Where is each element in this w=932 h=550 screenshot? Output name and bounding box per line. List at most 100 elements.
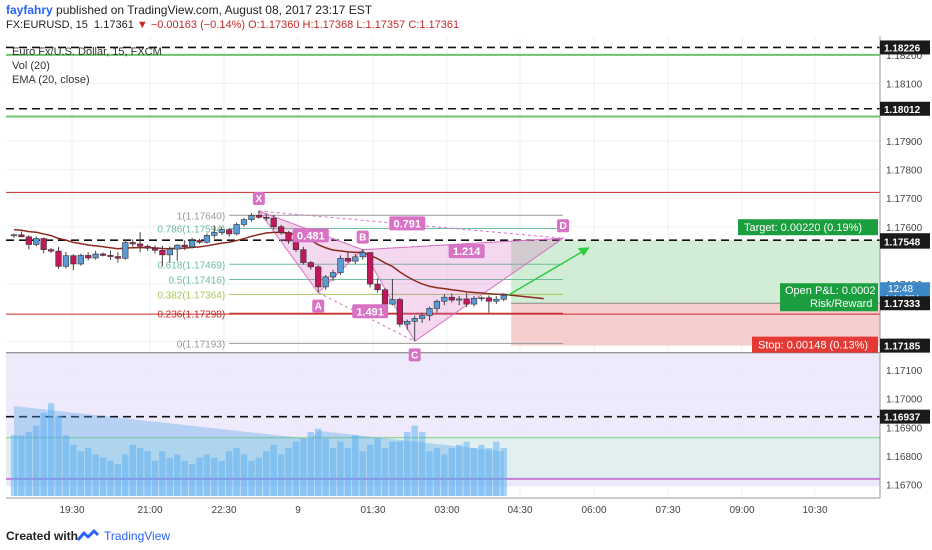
- candle-body: [374, 283, 381, 291]
- volume-bar: [329, 448, 337, 496]
- volume-bar: [404, 432, 411, 496]
- symbol-info: FX:EURUSD, 15 1.17361 ▼ −0.00163 (−0.14%…: [6, 19, 459, 31]
- time-tick: 19:30: [59, 505, 84, 516]
- candle-body: [122, 242, 129, 259]
- volume-average-area: [14, 406, 504, 496]
- volume-bar: [366, 444, 374, 496]
- time-tick: 07:30: [655, 505, 680, 516]
- published-text: published on TradingView.com, August 08,…: [56, 3, 373, 17]
- tradingview-brand[interactable]: TradingView: [104, 529, 171, 543]
- candle-body: [10, 234, 18, 237]
- candle-body: [433, 300, 441, 309]
- candle-body: [151, 247, 159, 251]
- price-tick: 1.17000: [886, 395, 923, 406]
- candle-body: [418, 315, 426, 319]
- author-link[interactable]: fayfahry: [6, 3, 53, 17]
- volume-bar: [493, 441, 500, 496]
- price-chart[interactable]: 1(1.17640) 0.786(1.17594) 0.618(1.17469) 0.…: [0, 36, 932, 522]
- timer-badge: [880, 282, 930, 296]
- volume-bar: [478, 444, 485, 496]
- fib-label: 0.618(1.17469): [157, 260, 225, 271]
- volume-bar: [337, 441, 344, 496]
- legend-volume[interactable]: Vol (20): [12, 60, 50, 72]
- created-with-label: Created with: [6, 529, 79, 543]
- candle-body: [255, 215, 262, 218]
- candle-body: [233, 224, 240, 235]
- volume-bar: [144, 451, 151, 496]
- pattern-point-x: X: [256, 194, 263, 205]
- volume-bar: [381, 448, 389, 496]
- volume-bar: [441, 454, 448, 496]
- volume-bar: [470, 448, 478, 496]
- time-tick: 21:00: [137, 505, 162, 516]
- candle-body: [463, 298, 470, 305]
- risk-reward-label: Risk/Reward: [810, 298, 872, 310]
- volume-bar: [211, 457, 218, 496]
- volume-bar: [255, 457, 263, 496]
- candle-body: [188, 240, 196, 248]
- volume-bar: [181, 460, 188, 496]
- fib-label: 0.786(1.17594): [157, 224, 225, 235]
- candle-body: [62, 255, 70, 267]
- volume-bar: [248, 460, 255, 496]
- candle-body: [181, 244, 188, 248]
- candle-body: [203, 235, 211, 243]
- volume-bar: [85, 448, 92, 496]
- price-tick: 1.16800: [886, 452, 923, 463]
- legend-title: Euro Fx/U.S. Dollar, 15, FXCM: [12, 46, 162, 58]
- time-tick: 9: [295, 505, 301, 516]
- volume-bar: [396, 441, 404, 496]
- volume-bar: [92, 454, 99, 496]
- volume-bar: [233, 448, 240, 496]
- stop-label: Stop: 0.00148 (0.13%): [758, 340, 868, 352]
- volume-bar: [448, 448, 455, 496]
- candle-body: [70, 255, 77, 265]
- volume-bar: [174, 454, 181, 496]
- time-tick: 09:00: [729, 505, 754, 516]
- candle-body: [114, 256, 121, 259]
- candle-body: [456, 298, 463, 301]
- volume-bar: [225, 451, 233, 496]
- volume-bar: [218, 460, 225, 496]
- fib-label: 1(1.17640): [177, 211, 225, 222]
- price-label-badge: [880, 409, 930, 424]
- candle-body: [211, 232, 218, 236]
- price-change: −0.00163 (−0.14%): [150, 19, 246, 31]
- ratio-badge: [448, 244, 485, 259]
- volume-bar: [203, 454, 211, 496]
- price-axis[interactable]: 1.18200 1.18100 1.17900 1.17800 1.17700 1.176…: [879, 36, 932, 498]
- candle-body: [337, 257, 344, 273]
- candle-body: [47, 249, 55, 252]
- volume-bar: [159, 451, 166, 496]
- volume-bar: [151, 460, 159, 496]
- price-tick: 1.16700: [886, 481, 923, 492]
- pattern-point-badge: [408, 348, 421, 362]
- volume-bar: [433, 448, 441, 496]
- legend-ema[interactable]: EMA (20, close): [12, 74, 90, 86]
- candle-body: [300, 249, 307, 263]
- candle-body: [144, 245, 151, 249]
- candle-body: [329, 272, 337, 278]
- time-tick: 06:00: [581, 505, 606, 516]
- price-tick: 1.18200: [886, 51, 923, 62]
- price-label: 1.18226: [884, 43, 921, 54]
- price-label: 1.17333: [884, 299, 921, 310]
- candle-body: [389, 299, 396, 305]
- candle-body: [285, 232, 292, 242]
- volume-bar: [129, 444, 136, 496]
- price-label: 1.17548: [884, 238, 921, 249]
- forecast-arrowhead: [577, 247, 590, 256]
- volume-bar: [359, 451, 366, 496]
- volume-bar: [263, 451, 270, 496]
- volume-bar: [136, 448, 144, 496]
- pattern-point-badge: [557, 219, 570, 233]
- ratio-badge: [389, 216, 426, 231]
- time-axis[interactable]: 19:30 21:00 22:30 9 01:30 03:00 04:30 06:00 07:3…: [6, 497, 880, 516]
- pattern-point-a: A: [315, 302, 322, 313]
- volume-bar: [374, 438, 381, 496]
- candle-body: [77, 255, 84, 265]
- candle-body: [159, 249, 166, 256]
- price-label-badge: [880, 40, 930, 55]
- candle-body: [500, 294, 507, 300]
- candle-body: [404, 320, 411, 325]
